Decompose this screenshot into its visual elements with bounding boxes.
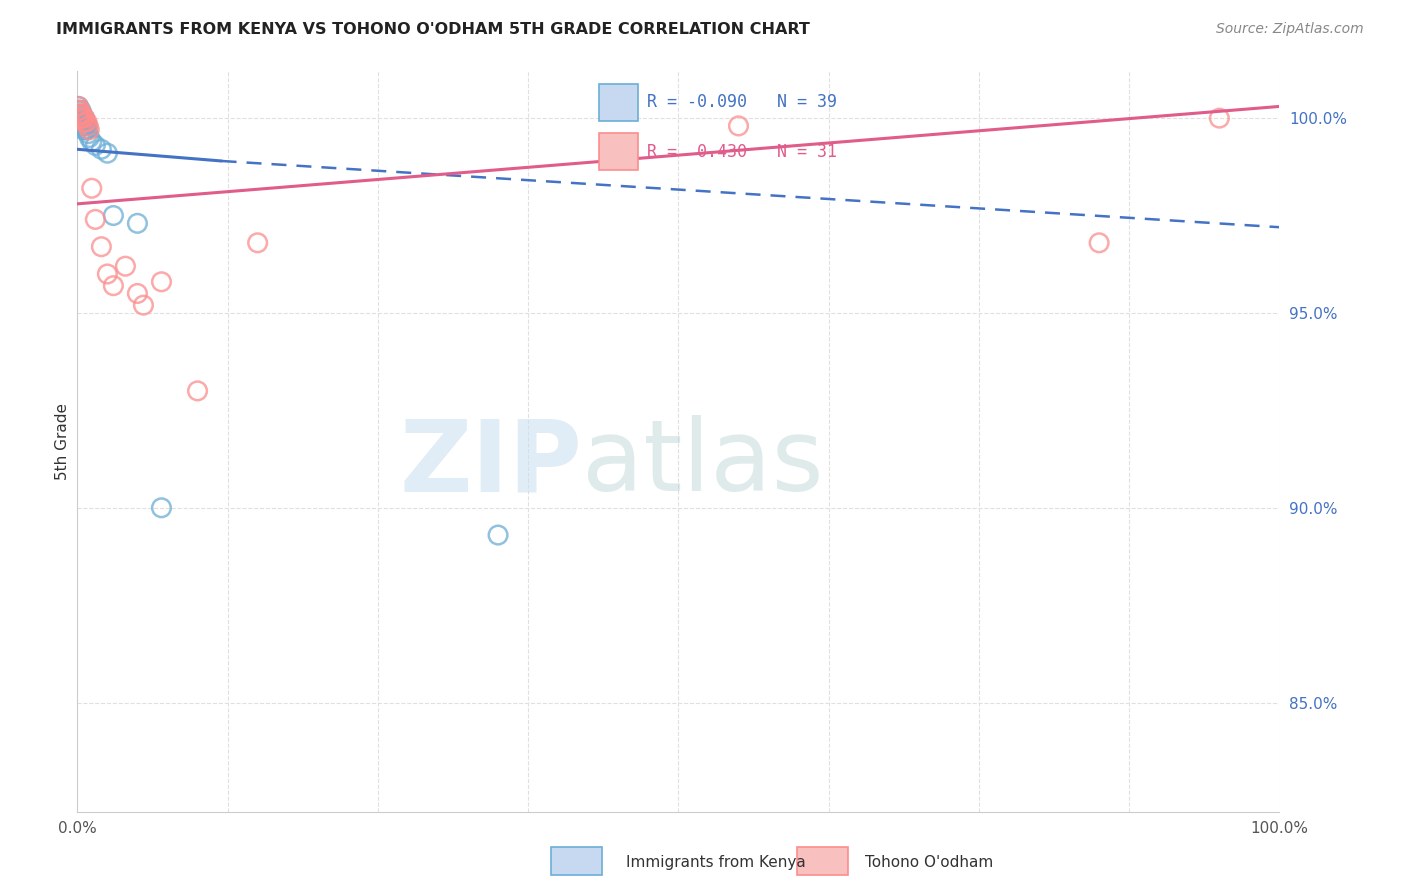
FancyBboxPatch shape — [599, 84, 638, 121]
Point — [75, 115, 97, 129]
Point — [69, 103, 91, 118]
Point — [90, 240, 112, 254]
Point — [70, 115, 93, 129]
Point — [69, 107, 91, 121]
Point — [103, 209, 125, 223]
Point — [70, 115, 93, 129]
Point — [1208, 111, 1230, 125]
Text: Tohono O'odham: Tohono O'odham — [865, 855, 993, 870]
Point — [70, 103, 93, 118]
Point — [72, 111, 94, 125]
Point — [70, 111, 93, 125]
Point — [79, 123, 101, 137]
Text: Immigrants from Kenya: Immigrants from Kenya — [626, 855, 806, 870]
Point — [70, 111, 93, 125]
Point — [79, 130, 101, 145]
FancyBboxPatch shape — [599, 133, 638, 170]
Point — [114, 259, 136, 273]
Point — [80, 181, 103, 195]
Text: Source: ZipAtlas.com: Source: ZipAtlas.com — [1216, 22, 1364, 37]
Point — [84, 138, 107, 153]
Point — [103, 278, 125, 293]
Point — [75, 123, 97, 137]
Point — [77, 127, 100, 141]
Point — [73, 111, 96, 125]
Point — [67, 111, 90, 125]
Point — [67, 103, 90, 118]
Point — [150, 275, 173, 289]
FancyBboxPatch shape — [551, 847, 602, 875]
Point — [76, 123, 98, 137]
Point — [70, 111, 93, 125]
Text: R =  0.430   N = 31: R = 0.430 N = 31 — [647, 143, 837, 161]
Point — [1088, 235, 1111, 250]
Point — [67, 107, 90, 121]
Point — [96, 146, 118, 161]
Point — [72, 115, 94, 129]
Point — [67, 111, 90, 125]
Point — [80, 135, 103, 149]
Point — [69, 111, 91, 125]
Point — [96, 267, 118, 281]
Point — [727, 119, 749, 133]
Text: atlas: atlas — [582, 416, 824, 512]
Point — [72, 111, 94, 125]
Point — [67, 99, 90, 113]
Point — [70, 107, 93, 121]
Point — [69, 115, 91, 129]
Point — [67, 107, 90, 121]
Point — [127, 286, 149, 301]
Point — [76, 119, 98, 133]
Point — [69, 111, 91, 125]
Point — [84, 212, 107, 227]
Point — [70, 107, 93, 121]
Point — [187, 384, 209, 398]
Text: ZIP: ZIP — [399, 416, 582, 512]
Point — [486, 528, 509, 542]
Y-axis label: 5th Grade: 5th Grade — [55, 403, 70, 480]
Text: IMMIGRANTS FROM KENYA VS TOHONO O'ODHAM 5TH GRADE CORRELATION CHART: IMMIGRANTS FROM KENYA VS TOHONO O'ODHAM … — [56, 22, 810, 37]
Point — [127, 216, 149, 230]
Point — [246, 235, 269, 250]
Point — [150, 500, 173, 515]
Point — [73, 119, 96, 133]
Point — [67, 107, 90, 121]
Point — [72, 119, 94, 133]
Point — [132, 298, 155, 312]
Point — [70, 119, 93, 133]
Point — [70, 111, 93, 125]
Point — [76, 115, 98, 129]
Point — [70, 107, 93, 121]
Point — [90, 142, 112, 156]
Point — [67, 103, 90, 118]
Point — [73, 115, 96, 129]
Point — [67, 115, 90, 129]
Point — [67, 99, 90, 113]
FancyBboxPatch shape — [797, 847, 848, 875]
Point — [77, 119, 100, 133]
Point — [73, 111, 96, 125]
Point — [72, 115, 94, 129]
Point — [67, 111, 90, 125]
Point — [70, 107, 93, 121]
Point — [69, 103, 91, 118]
Point — [72, 123, 94, 137]
Text: R = -0.090   N = 39: R = -0.090 N = 39 — [647, 94, 837, 112]
